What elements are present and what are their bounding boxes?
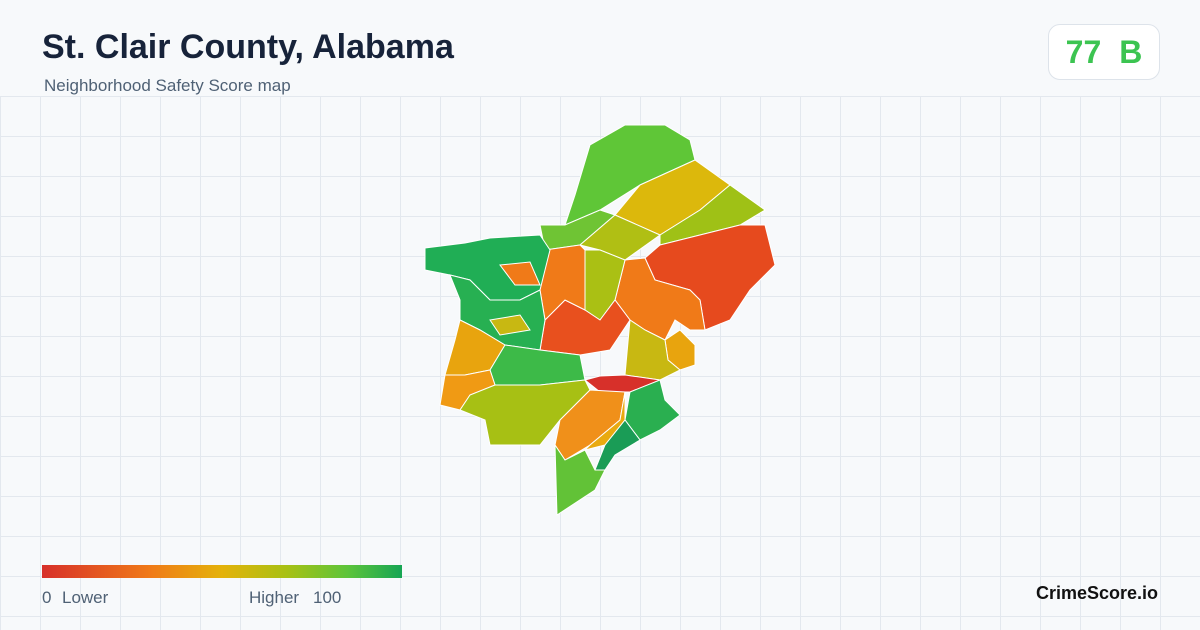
score-value: 77 bbox=[1065, 33, 1102, 70]
legend-min-label: Lower bbox=[62, 588, 109, 607]
legend-max-label: Higher bbox=[249, 588, 300, 607]
region bbox=[554, 443, 606, 516]
legend-max: 100 bbox=[313, 588, 342, 607]
brand: CrimeScore.io bbox=[1036, 583, 1159, 603]
legend-min: 0 bbox=[42, 588, 52, 607]
legend-gradient bbox=[42, 565, 402, 578]
region bbox=[578, 214, 662, 261]
score-badge: 77 B bbox=[1048, 24, 1160, 80]
page-title: St. Clair County, Alabama bbox=[42, 28, 454, 66]
region bbox=[489, 314, 531, 336]
page-subtitle: Neighborhood Safety Score map bbox=[44, 76, 291, 95]
region bbox=[499, 261, 541, 286]
score-grade: B bbox=[1119, 33, 1143, 70]
